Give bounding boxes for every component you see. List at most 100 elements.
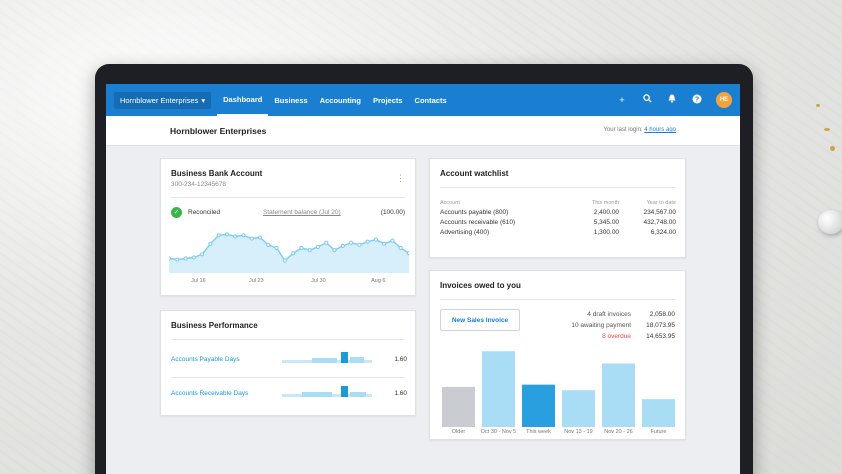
bank-card-title[interactable]: Business Bank Account xyxy=(171,169,263,178)
avatar[interactable]: HE xyxy=(716,92,732,108)
invoice-stats: 4 draft invoices 2,058.00 10 awaiting pa… xyxy=(545,309,675,342)
nav-dashboard[interactable]: Dashboard xyxy=(217,84,269,116)
chart-point[interactable] xyxy=(200,252,205,257)
chart-point[interactable] xyxy=(406,251,409,256)
plus-icon[interactable]: + xyxy=(619,95,625,105)
chart-point[interactable] xyxy=(307,248,312,253)
performance-value: 1.60 xyxy=(394,356,407,363)
last-login-label: Your last login: xyxy=(603,127,643,133)
chart-point[interactable] xyxy=(169,256,172,261)
invoice-bar[interactable] xyxy=(442,386,475,427)
chart-point[interactable] xyxy=(175,257,180,262)
chart-point[interactable] xyxy=(373,237,378,242)
invoices-bar-chart xyxy=(442,351,675,427)
performance-value: 1.60 xyxy=(394,390,407,397)
invoice-bar[interactable] xyxy=(642,399,675,427)
invoice-bar[interactable] xyxy=(602,363,635,427)
chart-point[interactable] xyxy=(348,240,354,245)
last-login: Your last login: 4 hours ago xyxy=(603,127,676,133)
page-header: Hornblower Enterprises Your last login: … xyxy=(106,116,740,146)
invoice-bar[interactable] xyxy=(482,351,515,427)
chart-point[interactable] xyxy=(357,242,362,247)
invoice-stat-row[interactable]: 4 draft invoices 2,058.00 xyxy=(545,309,675,320)
search-icon[interactable] xyxy=(641,94,653,106)
chart-point[interactable] xyxy=(332,248,337,253)
chart-point[interactable] xyxy=(282,258,287,263)
nav-accounting[interactable]: Accounting xyxy=(319,95,361,105)
nav-icons: + ? HE xyxy=(616,84,732,116)
table-row[interactable]: Accounts payable (800) 2,400.00 234,567.… xyxy=(440,207,676,217)
top-nav: Hornblower Enterprises ▾ Dashboard Busin… xyxy=(106,84,740,116)
statement-balance-value: (100.00) xyxy=(380,209,405,216)
chart-point[interactable] xyxy=(398,245,403,251)
reconciled-status: Reconciled xyxy=(188,209,221,216)
chart-point[interactable] xyxy=(340,243,345,248)
chart-point[interactable] xyxy=(266,242,271,247)
chart-point[interactable] xyxy=(183,256,188,261)
invoice-stat-label: 8 overdue xyxy=(602,333,631,340)
month-value: 5,345.00 xyxy=(593,218,620,226)
last-login-link[interactable]: 4 hours ago xyxy=(644,127,676,133)
chart-point[interactable] xyxy=(249,236,254,241)
ytd-value: 234,567.00 xyxy=(643,208,676,216)
page-title: Hornblower Enterprises xyxy=(170,126,267,136)
org-name: Hornblower Enterprises xyxy=(120,95,199,105)
x-tick-label: Jul 30 xyxy=(311,278,326,284)
watchlist-card-title[interactable]: Account watchlist xyxy=(440,169,509,178)
chart-point[interactable] xyxy=(274,245,279,251)
chart-point[interactable] xyxy=(315,244,321,250)
divider xyxy=(171,339,405,340)
svg-text:?: ? xyxy=(695,96,699,103)
chart-point[interactable] xyxy=(382,241,387,246)
org-switcher[interactable]: Hornblower Enterprises ▾ xyxy=(114,91,212,109)
chevron-down-icon: ▾ xyxy=(201,95,206,105)
statement-balance-link[interactable]: Statement balance (Jul 20) xyxy=(263,209,341,216)
invoice-stat-row[interactable]: 8 overdue 14,653.95 xyxy=(545,331,675,342)
account-name: Advertising (400) xyxy=(440,228,490,236)
invoice-bar[interactable] xyxy=(522,384,555,427)
watchlist-table: Account This month Year to date Accounts… xyxy=(440,199,676,237)
table-row[interactable]: Accounts receivable (610) 5,345.00 432,7… xyxy=(440,217,676,227)
performance-row: Accounts Payable Days 1.60 xyxy=(171,351,407,371)
chart-point[interactable] xyxy=(208,241,213,246)
chart-point[interactable] xyxy=(291,251,296,256)
performance-label[interactable]: Accounts Payable Days xyxy=(171,356,240,363)
invoice-stat-row[interactable]: 10 awaiting payment 18,073.95 xyxy=(545,320,675,331)
bar-label: Oct 30 - Nov 5 xyxy=(480,429,517,435)
nav-business[interactable]: Business xyxy=(274,95,308,105)
divider xyxy=(171,377,405,378)
divider xyxy=(440,299,675,300)
nav-contacts[interactable]: Contacts xyxy=(414,95,447,105)
nav-projects[interactable]: Projects xyxy=(372,95,403,105)
new-sales-invoice-button[interactable]: New Sales Invoice xyxy=(440,309,520,331)
chart-point[interactable] xyxy=(257,235,263,240)
chart-point[interactable] xyxy=(233,234,238,239)
x-tick-label: Jul 16 xyxy=(191,278,206,284)
chart-point[interactable] xyxy=(390,238,395,243)
chart-point[interactable] xyxy=(224,232,230,237)
chart-point[interactable] xyxy=(324,240,329,245)
balance-line-chart xyxy=(169,232,409,273)
performance-card-title[interactable]: Business Performance xyxy=(171,321,258,330)
chart-point[interactable] xyxy=(299,245,304,251)
table-row[interactable]: Advertising (400) 1,300.00 6,324.00 xyxy=(440,227,676,237)
chart-point[interactable] xyxy=(365,239,370,244)
app-screen: Hornblower Enterprises ▾ Dashboard Busin… xyxy=(106,84,740,474)
performance-label[interactable]: Accounts Receivable Days xyxy=(171,390,249,397)
receivable-days-sparkline xyxy=(282,386,372,397)
gold-flake xyxy=(816,104,820,107)
invoice-stat-amount: 2,058.00 xyxy=(649,311,675,318)
invoices-owed-card: Invoices owed to you New Sales Invoice 4… xyxy=(429,270,686,440)
more-options-icon[interactable]: ⋮ xyxy=(396,173,405,183)
month-value: 1,300.00 xyxy=(593,228,620,236)
chart-point[interactable] xyxy=(191,255,196,260)
bar-label: Future xyxy=(650,429,667,435)
help-icon[interactable]: ? xyxy=(691,94,703,107)
invoice-bar[interactable] xyxy=(562,390,595,427)
invoices-card-title[interactable]: Invoices owed to you xyxy=(440,281,521,290)
chart-point[interactable] xyxy=(216,233,221,238)
chart-point[interactable] xyxy=(241,233,246,238)
pebble xyxy=(818,210,842,234)
bell-icon[interactable] xyxy=(666,94,678,106)
month-value: 2,400.00 xyxy=(593,208,620,216)
